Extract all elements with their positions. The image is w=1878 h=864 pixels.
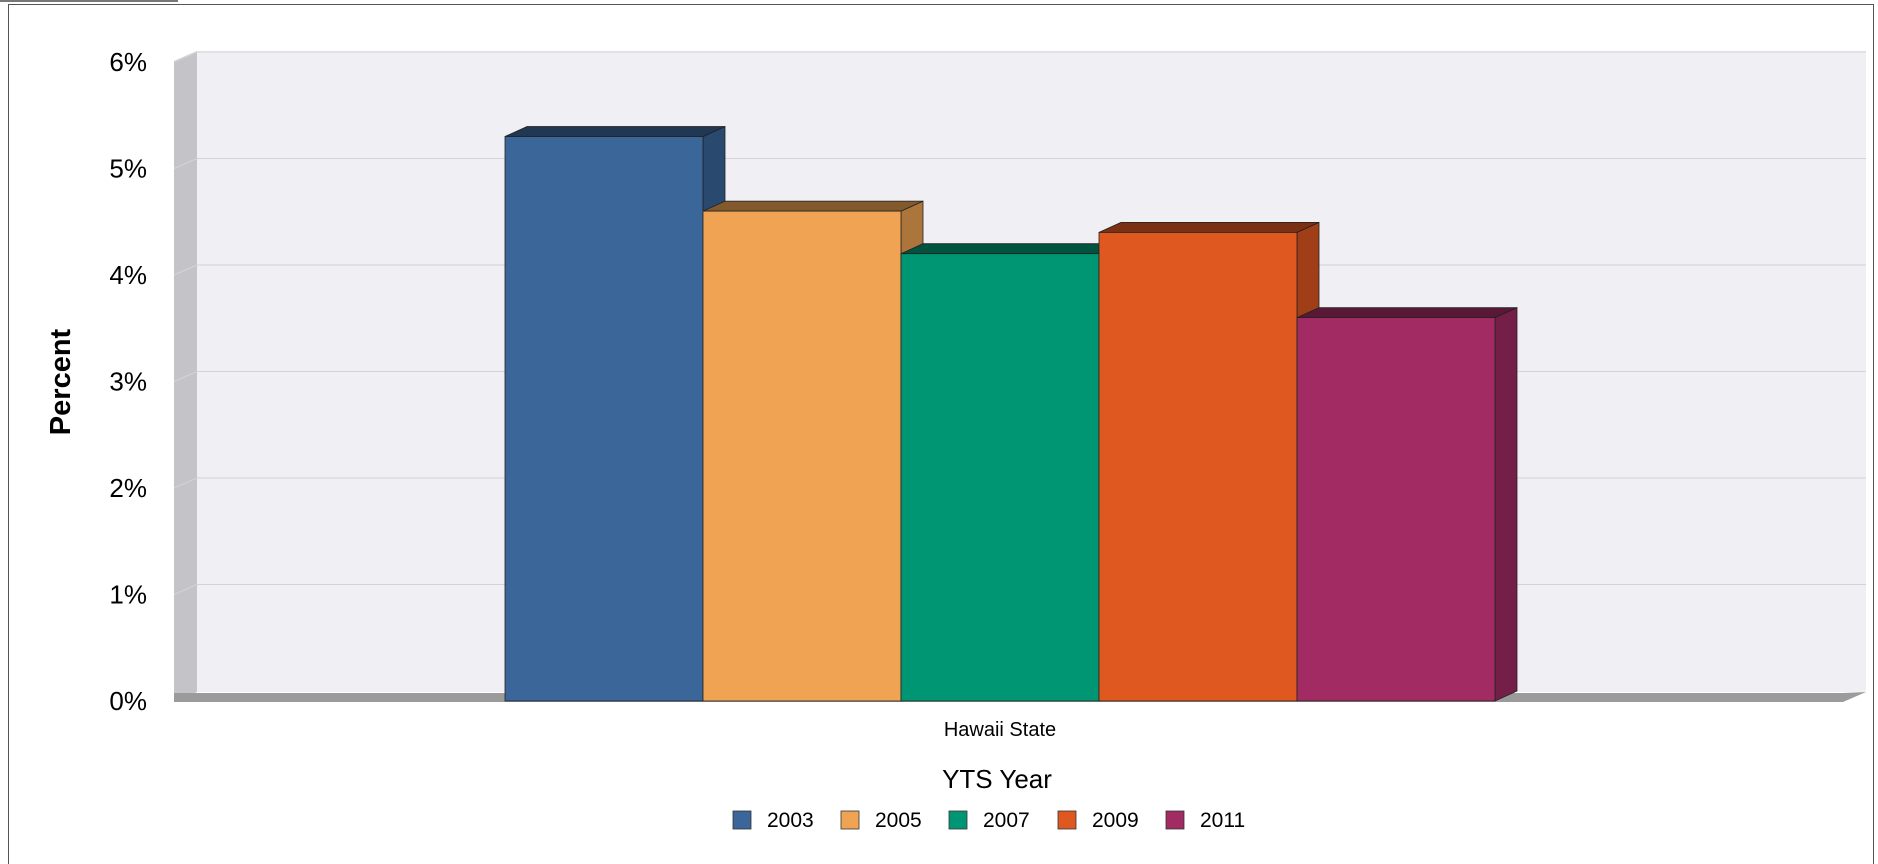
gridline-side bbox=[173, 264, 198, 276]
bar-2007 bbox=[900, 243, 1122, 702]
legend-item-2009: 2009 bbox=[1057, 809, 1139, 832]
legend-item-2003: 2003 bbox=[732, 809, 814, 832]
bar-2005 bbox=[702, 200, 924, 702]
bar-top bbox=[702, 200, 924, 212]
y-axis-title: Percent bbox=[45, 328, 77, 435]
legend-item-2011: 2011 bbox=[1165, 809, 1245, 832]
legend-label: 2007 bbox=[983, 809, 1030, 832]
bar-front bbox=[1098, 231, 1298, 702]
legend-label: 2003 bbox=[767, 809, 814, 832]
y-tick-label: 6% bbox=[109, 47, 147, 77]
y-tick-label: 3% bbox=[109, 367, 147, 397]
bar-front bbox=[900, 253, 1100, 702]
legend-item-2005: 2005 bbox=[840, 809, 922, 832]
top-edge-line bbox=[0, 0, 178, 2]
bar-top bbox=[1296, 307, 1518, 319]
legend-label: 2005 bbox=[875, 809, 922, 832]
bar-top bbox=[900, 243, 1122, 255]
legend-swatch bbox=[840, 810, 860, 830]
y-tick-label: 1% bbox=[109, 580, 147, 610]
bar-front bbox=[504, 136, 704, 702]
legend-swatch bbox=[1165, 810, 1185, 830]
legend-label: 2009 bbox=[1092, 809, 1139, 832]
bar-front bbox=[1296, 317, 1496, 702]
bar-2003 bbox=[504, 125, 726, 702]
y-tick-label: 4% bbox=[109, 260, 147, 290]
y-tick-label: 2% bbox=[109, 473, 147, 503]
y-tick-label: 0% bbox=[109, 686, 147, 716]
legend-swatch bbox=[948, 810, 968, 830]
legend-label: 2011 bbox=[1200, 809, 1245, 832]
bar-side bbox=[1494, 306, 1518, 702]
legend-swatch bbox=[1057, 810, 1077, 830]
gridline-side bbox=[173, 51, 198, 63]
bar-2011 bbox=[1296, 306, 1518, 702]
bar-front bbox=[702, 210, 902, 702]
gridline-side bbox=[173, 477, 198, 489]
legend-title: YTS Year bbox=[942, 764, 1052, 794]
gridline-side bbox=[173, 158, 198, 169]
bar-top bbox=[504, 126, 726, 137]
gridline-side bbox=[173, 584, 198, 595]
legend-swatch bbox=[732, 810, 752, 830]
gridline-side bbox=[173, 371, 198, 382]
legend-item-2007: 2007 bbox=[948, 809, 1030, 832]
bar-2009 bbox=[1098, 221, 1320, 702]
y-tick-label: 5% bbox=[109, 154, 147, 184]
chart-frame bbox=[8, 4, 1874, 864]
bar-top bbox=[1098, 221, 1320, 233]
x-tick-label: Hawaii State bbox=[944, 719, 1056, 741]
